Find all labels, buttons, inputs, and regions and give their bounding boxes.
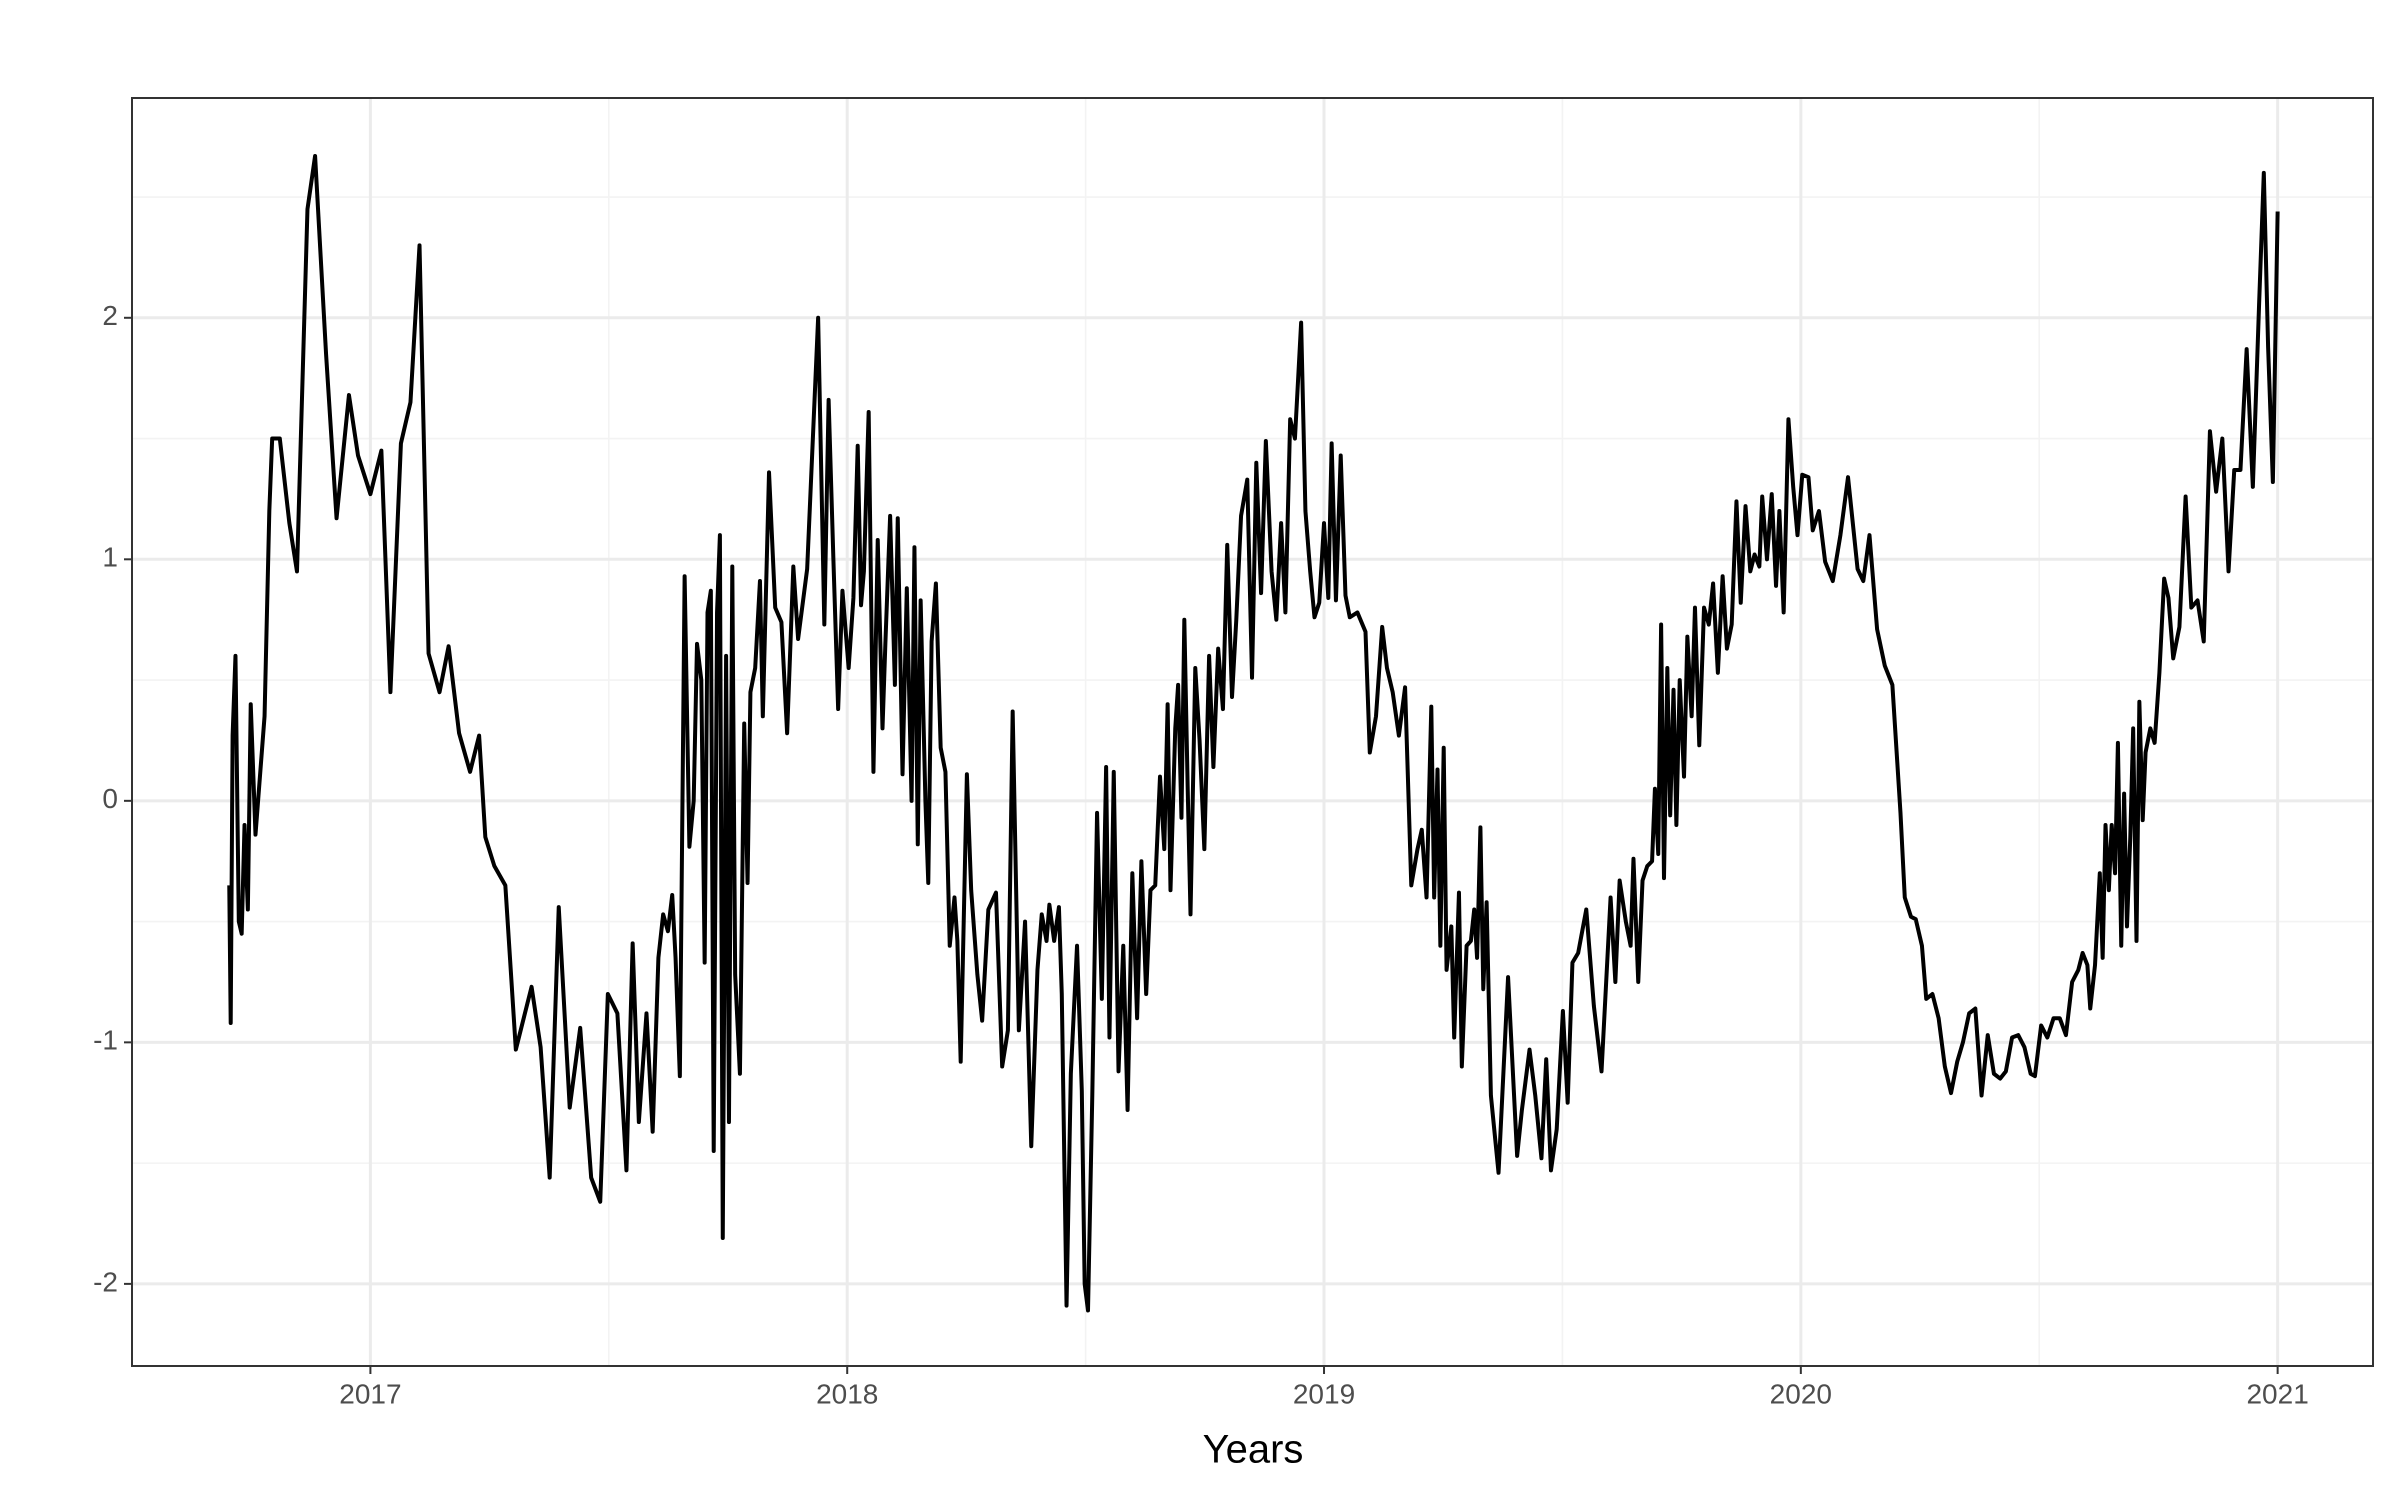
- plot-background: [132, 98, 2373, 1366]
- x-tick-label: 2018: [816, 1378, 878, 1409]
- y-tick-label: 0: [102, 783, 118, 814]
- data-line: [227, 153, 2280, 1313]
- x-tick-label: 2020: [1770, 1378, 1832, 1409]
- x-tick-label: 2017: [339, 1378, 401, 1409]
- plot-border: [131, 97, 2374, 1367]
- y-tick-label: -2: [93, 1266, 118, 1297]
- y-tick-label: 2: [102, 300, 118, 331]
- y-tick-label: -1: [93, 1025, 118, 1056]
- x-tick-label: 2019: [1293, 1378, 1355, 1409]
- x-tick-label: 2021: [2246, 1378, 2308, 1409]
- x-axis-title: Years: [1203, 1428, 1304, 1472]
- y-tick-label: 1: [102, 542, 118, 573]
